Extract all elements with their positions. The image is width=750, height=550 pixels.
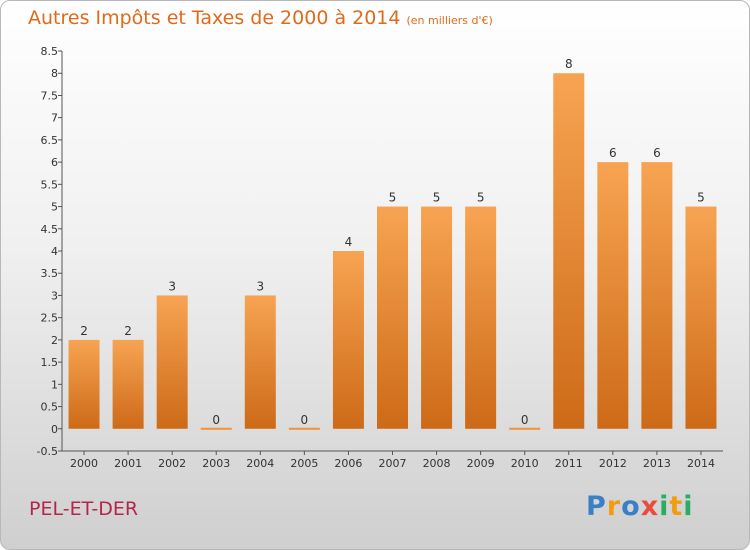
value-label: 6 xyxy=(653,146,661,160)
x-tick-label: 2006 xyxy=(334,457,362,470)
bar xyxy=(597,162,629,429)
x-tick-label: 2001 xyxy=(114,457,142,470)
x-tick-label: 2012 xyxy=(599,457,627,470)
x-tick-label: 2000 xyxy=(70,457,98,470)
y-tick-label: 8 xyxy=(51,67,58,80)
y-tick-label: 3 xyxy=(51,289,58,302)
value-label: 2 xyxy=(80,324,88,338)
x-tick-label: 2007 xyxy=(379,457,407,470)
logo-letter: i xyxy=(683,491,694,522)
y-tick-label: 6.5 xyxy=(41,134,59,147)
y-tick-label: 4 xyxy=(51,245,58,258)
title-text: Autres Impôts et Taxes de 2000 à 2014 xyxy=(28,7,401,29)
x-tick-label: 2005 xyxy=(290,457,318,470)
bar xyxy=(465,206,497,429)
logo-letter: P xyxy=(586,491,607,522)
value-label: 2 xyxy=(124,324,132,338)
y-tick-label: 6 xyxy=(51,156,58,169)
logo-letter: x xyxy=(640,491,660,522)
bar xyxy=(112,339,144,429)
x-tick-label: 2002 xyxy=(158,457,186,470)
y-tick-label: 1 xyxy=(51,378,58,391)
x-tick-label: 2004 xyxy=(246,457,274,470)
value-label: 5 xyxy=(477,191,485,205)
bar xyxy=(332,251,364,429)
bar xyxy=(641,162,673,429)
value-label: 3 xyxy=(256,279,264,293)
bar xyxy=(288,427,320,430)
value-label: 5 xyxy=(389,191,397,205)
x-tick-label: 2003 xyxy=(202,457,230,470)
x-tick-label: 2011 xyxy=(555,457,583,470)
y-tick-label: 1.5 xyxy=(41,356,59,369)
y-tick-label: 3.5 xyxy=(41,267,59,280)
y-tick-label: 2 xyxy=(51,334,58,347)
y-tick-label: 0.5 xyxy=(41,401,59,414)
bar xyxy=(421,206,453,429)
bar xyxy=(509,427,541,430)
y-tick-label: 7 xyxy=(51,112,58,125)
logo-letter: o xyxy=(621,491,641,522)
y-tick-label: 2.5 xyxy=(41,312,59,325)
x-tick-label: 2010 xyxy=(511,457,539,470)
x-tick-label: 2013 xyxy=(643,457,671,470)
value-label: 0 xyxy=(521,413,529,427)
bar xyxy=(156,295,188,429)
y-tick-label: 7.5 xyxy=(41,89,59,102)
logo-letter: r xyxy=(606,491,622,522)
y-tick-label: 8.5 xyxy=(41,45,59,58)
logo-letter: t xyxy=(669,491,684,522)
value-label: 4 xyxy=(345,235,353,249)
bar xyxy=(68,339,100,429)
value-label: 0 xyxy=(301,413,309,427)
bar xyxy=(244,295,276,429)
y-tick-label: 5 xyxy=(51,201,58,214)
value-label: 5 xyxy=(433,191,441,205)
x-tick-label: 2009 xyxy=(467,457,495,470)
y-tick-label: 0 xyxy=(51,423,58,436)
title-unit: (en milliers d'€) xyxy=(406,14,493,27)
bar xyxy=(200,427,232,430)
bar xyxy=(377,206,408,429)
value-label: 5 xyxy=(697,191,705,205)
chart-title: Autres Impôts et Taxes de 2000 à 2014 (en… xyxy=(28,7,493,29)
y-tick-label: 4.5 xyxy=(41,223,59,236)
x-tick-label: 2008 xyxy=(423,457,451,470)
bar xyxy=(553,73,585,429)
value-label: 8 xyxy=(565,57,573,71)
commune-name: PEL-ET-DER xyxy=(29,498,139,520)
y-tick-label: 5.5 xyxy=(41,178,59,191)
bar xyxy=(685,206,717,429)
logo-letter: i xyxy=(659,491,670,522)
value-label: 6 xyxy=(609,146,617,160)
value-label: 3 xyxy=(168,279,176,293)
proxiti-logo: Proxiti xyxy=(586,491,694,522)
y-tick-label: -0.5 xyxy=(37,445,58,458)
value-label: 0 xyxy=(212,413,220,427)
x-tick-label: 2014 xyxy=(687,457,715,470)
